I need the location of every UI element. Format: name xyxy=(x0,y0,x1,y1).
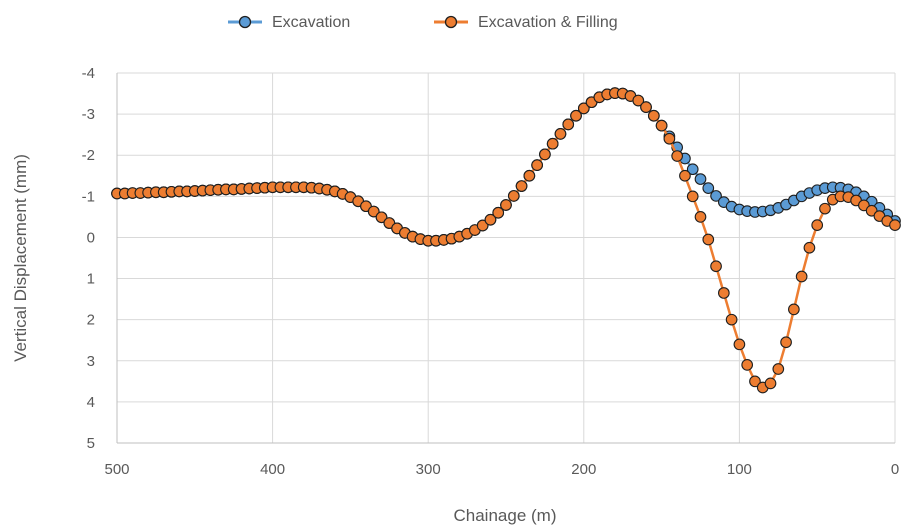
data-point-excavation-filling xyxy=(717,287,730,299)
series-group xyxy=(111,87,901,394)
data-point-excavation-filling xyxy=(632,94,645,107)
data-point-excavation-filling xyxy=(686,190,699,203)
data-point-excavation-filling xyxy=(655,119,668,132)
legend: Excavation Excavation & Filling xyxy=(228,14,618,31)
data-point-excavation-filling xyxy=(476,219,489,232)
data-point-excavation-filling xyxy=(803,241,816,254)
legend-filling-marker xyxy=(444,15,458,29)
data-point-excavation-filling xyxy=(749,375,761,388)
data-point-excavation-filling xyxy=(554,127,567,140)
x-tick-label: 200 xyxy=(571,461,596,478)
x-tick-label: 400 xyxy=(260,461,285,478)
y-tick-label: -3 xyxy=(82,106,95,123)
series-line-excavation-filling xyxy=(117,91,896,389)
data-point-excavation-filling xyxy=(539,148,551,161)
data-point-excavation-filling xyxy=(531,159,543,171)
series-excavation-filling xyxy=(111,87,901,394)
data-point-excavation-filling xyxy=(515,180,528,192)
data-point-excavation-filling xyxy=(694,211,707,223)
y-tick-label: -4 xyxy=(82,65,95,82)
data-point-excavation xyxy=(686,163,699,176)
data-point-excavation-filling xyxy=(819,202,831,215)
data-point-excavation-filling xyxy=(764,377,777,390)
y-tick-label: 5 xyxy=(87,435,95,452)
data-point-excavation-filling xyxy=(523,169,536,182)
data-point-excavation xyxy=(710,190,722,202)
y-tick-label: 2 xyxy=(87,312,95,329)
x-tick-label: 300 xyxy=(416,461,441,478)
data-point-excavation-filling xyxy=(733,338,746,351)
data-point-excavation-filling xyxy=(577,102,590,115)
y-tick-label: 0 xyxy=(87,229,95,246)
data-point-excavation-filling xyxy=(367,205,380,218)
data-point-excavation xyxy=(694,173,707,185)
axes xyxy=(116,73,895,444)
data-point-excavation-filling xyxy=(492,206,505,219)
data-point-excavation-filling xyxy=(570,109,582,122)
data-point-excavation-filling xyxy=(671,150,684,162)
data-point-excavation xyxy=(702,182,715,194)
data-point-excavation-filling xyxy=(710,260,722,273)
data-point-excavation-filling xyxy=(741,359,754,371)
x-tick-label: 100 xyxy=(727,461,752,478)
legend-filling-label: Excavation & Filling xyxy=(478,14,618,31)
data-point-excavation-filling xyxy=(484,213,497,226)
data-point-excavation-filling xyxy=(507,190,520,202)
series-line-excavation xyxy=(117,91,896,242)
data-point-excavation-filling xyxy=(772,363,785,375)
data-point-excavation-filling xyxy=(889,219,901,231)
y-tick-label: 1 xyxy=(87,271,95,288)
data-point-excavation-filling xyxy=(811,219,824,231)
data-point-excavation-filling xyxy=(725,313,738,326)
y-tick-label: -1 xyxy=(82,188,95,205)
data-point-excavation-filling xyxy=(546,137,559,150)
y-tick-label: -2 xyxy=(82,147,95,164)
x-axis-title: Chainage (m) xyxy=(454,506,557,525)
data-point-excavation-filling xyxy=(679,169,691,182)
data-point-excavation-filling xyxy=(500,199,512,211)
y-tick-label: 4 xyxy=(87,394,95,411)
y-axis-title: Vertical Displacement (mm) xyxy=(11,154,30,362)
data-point-excavation-filling xyxy=(702,233,715,246)
x-tick-label: 0 xyxy=(891,461,899,478)
y-tick-label: 3 xyxy=(87,353,95,370)
data-point-excavation-filling xyxy=(795,270,808,283)
data-point-excavation-filling xyxy=(663,132,676,145)
series-excavation xyxy=(111,87,901,247)
data-point-excavation-filling xyxy=(640,101,652,113)
legend-excavation-label: Excavation xyxy=(272,14,350,31)
data-point-excavation-filling xyxy=(375,211,388,224)
grid xyxy=(117,72,896,443)
data-point-excavation-filling xyxy=(780,336,792,349)
legend-excavation-marker xyxy=(238,15,252,29)
data-point-excavation-filling xyxy=(647,109,660,122)
data-point-excavation-filling xyxy=(788,303,800,316)
x-tick-label: 500 xyxy=(104,461,129,478)
tick-labels: 500 400 300 200 100 0 -4 -3 -2 -1 0 1 2 3 4 5 xyxy=(82,65,900,478)
data-point-excavation-filling xyxy=(562,118,575,131)
